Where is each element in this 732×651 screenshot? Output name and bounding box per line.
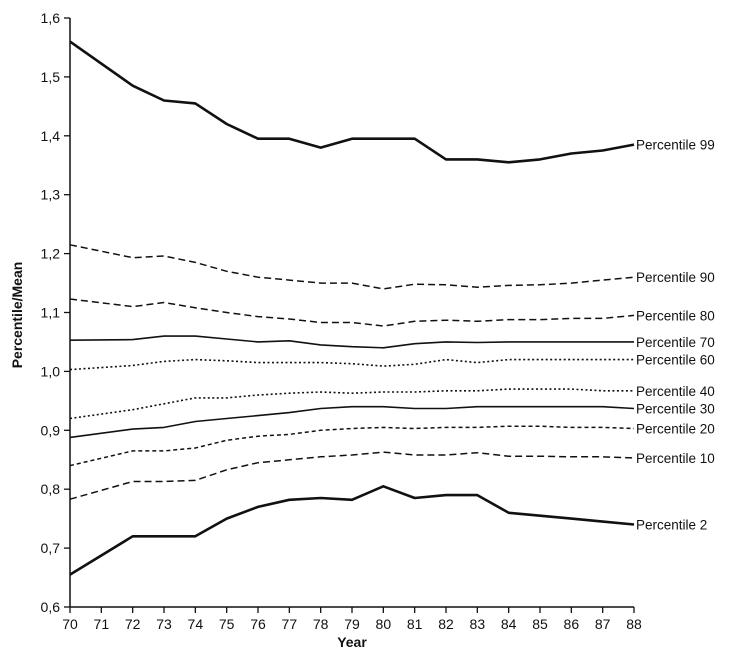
y-tick-label: 0,6 xyxy=(41,599,61,615)
series-label-1: Percentile 90 xyxy=(636,270,715,285)
x-tick-label: 70 xyxy=(62,616,78,632)
series-lines xyxy=(69,40,635,576)
series-label-0: Percentile 99 xyxy=(636,138,715,153)
x-tick-label: 75 xyxy=(219,616,235,632)
y-tick-label: 0,7 xyxy=(41,540,61,556)
y-tick-label: 0,9 xyxy=(41,422,61,438)
x-axis-title: Year xyxy=(337,634,367,650)
x-tick-label: 77 xyxy=(282,616,298,632)
x-tick-label: 81 xyxy=(407,616,423,632)
y-axis: 0,6 0,7 0,8 0,9 1,0 1,1 1,2 1,3 1,4 1,5 1,6 Percen… xyxy=(9,10,71,615)
series-line-6 xyxy=(69,405,635,439)
series-label-3: Percentile 70 xyxy=(636,335,715,350)
y-tick-label: 0,8 xyxy=(41,481,61,497)
series-label-9: Percentile 2 xyxy=(636,518,707,533)
series-label-5: Percentile 40 xyxy=(636,384,715,399)
x-tick-label: 82 xyxy=(438,616,454,632)
x-tick-label: 74 xyxy=(188,616,204,632)
y-ticks: 0,6 0,7 0,8 0,9 1,0 1,1 1,2 1,3 1,4 1,5 1,6 xyxy=(41,10,70,615)
x-tick-label: 88 xyxy=(626,616,642,632)
series-label-4: Percentile 60 xyxy=(636,353,715,368)
x-tick-label: 71 xyxy=(94,616,110,632)
x-tick-label: 80 xyxy=(376,616,392,632)
series-line-5 xyxy=(69,388,634,420)
series-label-7: Percentile 20 xyxy=(636,422,715,437)
y-tick-label: 1,2 xyxy=(41,246,61,262)
series-labels: Percentile 99 Percentile 90 Percentile 80 P… xyxy=(636,138,715,533)
series-line-9 xyxy=(69,484,635,576)
x-tick-label: 83 xyxy=(470,616,486,632)
x-tick-label: 79 xyxy=(344,616,360,632)
y-tick-label: 1,0 xyxy=(41,363,61,379)
series-line-4 xyxy=(69,358,634,371)
series-label-6: Percentile 30 xyxy=(636,402,715,417)
x-axis: 70 71 72 73 74 75 76 77 78 79 80 81 82 83 84 85 86 87 88 Y… xyxy=(62,606,642,650)
x-ticks: 70 71 72 73 74 75 76 77 78 79 80 81 82 83 84 85 86 87 88 xyxy=(62,607,642,632)
series-line-0 xyxy=(69,40,635,164)
x-tick-label: 76 xyxy=(250,616,266,632)
series-line-3 xyxy=(69,335,634,349)
series-label-8: Percentile 10 xyxy=(636,451,715,466)
series-line-8 xyxy=(69,451,635,500)
x-tick-label: 84 xyxy=(501,616,517,632)
y-tick-label: 1,5 xyxy=(41,69,61,85)
y-tick-label: 1,1 xyxy=(41,305,61,321)
x-tick-label: 73 xyxy=(156,616,172,632)
y-axis-title: Percentile/Mean xyxy=(9,262,25,369)
series-line-7 xyxy=(69,425,635,467)
x-tick-label: 87 xyxy=(595,616,611,632)
y-tick-label: 1,6 xyxy=(41,10,61,26)
y-tick-label: 1,4 xyxy=(41,128,61,144)
y-tick-label: 1,3 xyxy=(41,187,61,203)
x-tick-label: 85 xyxy=(532,616,548,632)
x-tick-label: 86 xyxy=(564,616,580,632)
series-line-1 xyxy=(69,244,635,290)
series-line-2 xyxy=(69,298,635,327)
series-label-2: Percentile 80 xyxy=(636,308,715,323)
x-tick-label: 78 xyxy=(313,616,329,632)
x-tick-label: 72 xyxy=(125,616,141,632)
